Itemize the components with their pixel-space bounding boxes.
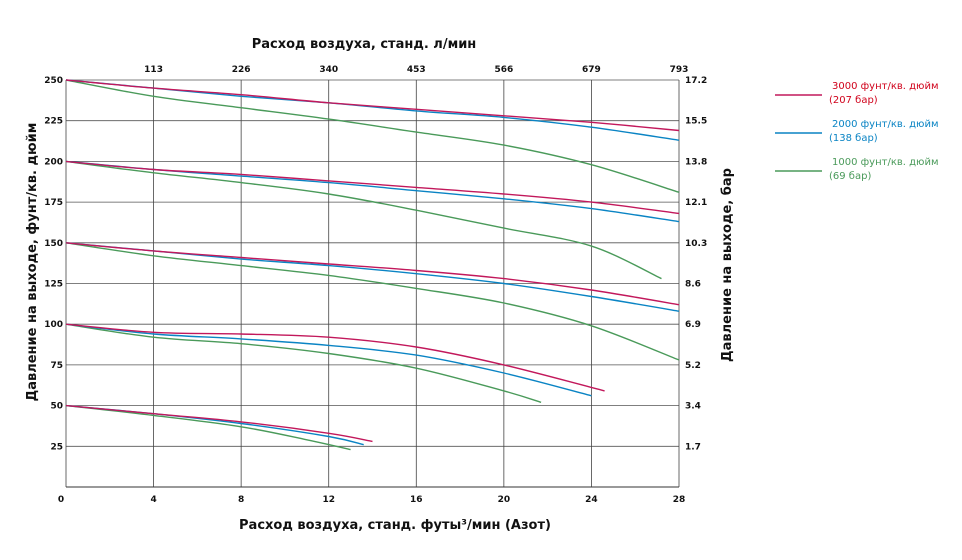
legend-label: 1000 фунт/кв. дюйм	[832, 157, 939, 168]
y2-tick-label: 15.5	[685, 117, 707, 127]
legend-sublabel: (207 бар)	[829, 95, 878, 106]
legend-sublabel: (69 бар)	[829, 171, 871, 182]
tick-labels: 25 50 75 100 125 150 175 200 225 250 0 1.7 3.4 5.2 6.9…	[44, 65, 707, 505]
x-axis-title: Расход воздуха, станд. футы³/мин (Азот)	[239, 518, 551, 533]
y-tick-label: 25	[50, 442, 63, 452]
series-line	[65, 404, 373, 443]
legend-label: 3000 фунт/кв. дюйм	[832, 81, 939, 92]
x2-tick-label: 566	[494, 65, 513, 75]
x2-tick-label: 226	[232, 65, 251, 75]
series-line	[65, 323, 592, 397]
y2-tick-label: 17.2	[685, 76, 707, 86]
x2-tick-label: 793	[670, 65, 689, 75]
series-line	[65, 242, 680, 361]
y-tick-label: 150	[44, 239, 63, 249]
legend: 3000 фунт/кв. дюйм (207 бар) 2000 фунт/кв.…	[775, 81, 939, 182]
y2-tick-label: 5.2	[685, 361, 701, 371]
y-axis-title: Давление на выходе, фунт/кв. дюйм	[25, 123, 40, 402]
y-tick-label: 225	[44, 117, 63, 127]
y-tick-label: 100	[44, 320, 63, 330]
x2-tick-label: 453	[407, 65, 426, 75]
y2-tick-label: 3.4	[685, 402, 701, 412]
y-tick-label: 250	[44, 76, 63, 86]
x2-axis-title: Расход воздуха, станд. л/мин	[252, 37, 477, 52]
x-tick-label: 16	[410, 495, 423, 505]
legend-sublabel: (138 бар)	[829, 133, 878, 144]
series-line	[65, 323, 542, 403]
y-tick-label: 50	[50, 402, 63, 412]
series-line	[65, 160, 662, 280]
y2-tick-label: 10.3	[685, 239, 707, 249]
series-line	[65, 79, 680, 132]
series-line	[65, 323, 605, 392]
series-curves	[65, 79, 680, 451]
y2-tick-label: 12.1	[685, 198, 707, 208]
x-tick-label: 12	[322, 495, 335, 505]
y2-tick-label: 1.7	[685, 442, 701, 452]
series-line	[65, 242, 680, 312]
series-line	[65, 242, 680, 306]
x-tick-label: 0	[58, 495, 64, 505]
x-tick-label: 8	[238, 495, 244, 505]
grid-lines	[65, 79, 680, 488]
series-line	[65, 79, 680, 193]
x2-tick-label: 340	[319, 65, 338, 75]
y2-tick-label: 6.9	[685, 320, 701, 330]
legend-label: 2000 фунт/кв. дюйм	[832, 119, 939, 130]
x-tick-label: 24	[585, 495, 598, 505]
y-tick-label: 175	[44, 198, 63, 208]
y2-tick-label: 13.8	[685, 157, 707, 167]
y-tick-label: 75	[50, 361, 63, 371]
x2-tick-label: 679	[582, 65, 601, 75]
y2-tick-label: 8.6	[685, 280, 701, 290]
series-line	[65, 404, 364, 446]
y2-axis-title: Давление на выходе, бар	[720, 168, 735, 362]
x2-tick-label: 113	[144, 65, 163, 75]
x-tick-label: 4	[150, 495, 156, 505]
x-tick-label: 28	[673, 495, 686, 505]
y-tick-label: 125	[44, 280, 63, 290]
x-tick-label: 20	[498, 495, 511, 505]
series-line	[65, 404, 351, 451]
y-tick-label: 200	[44, 157, 63, 167]
series-line	[65, 160, 680, 215]
